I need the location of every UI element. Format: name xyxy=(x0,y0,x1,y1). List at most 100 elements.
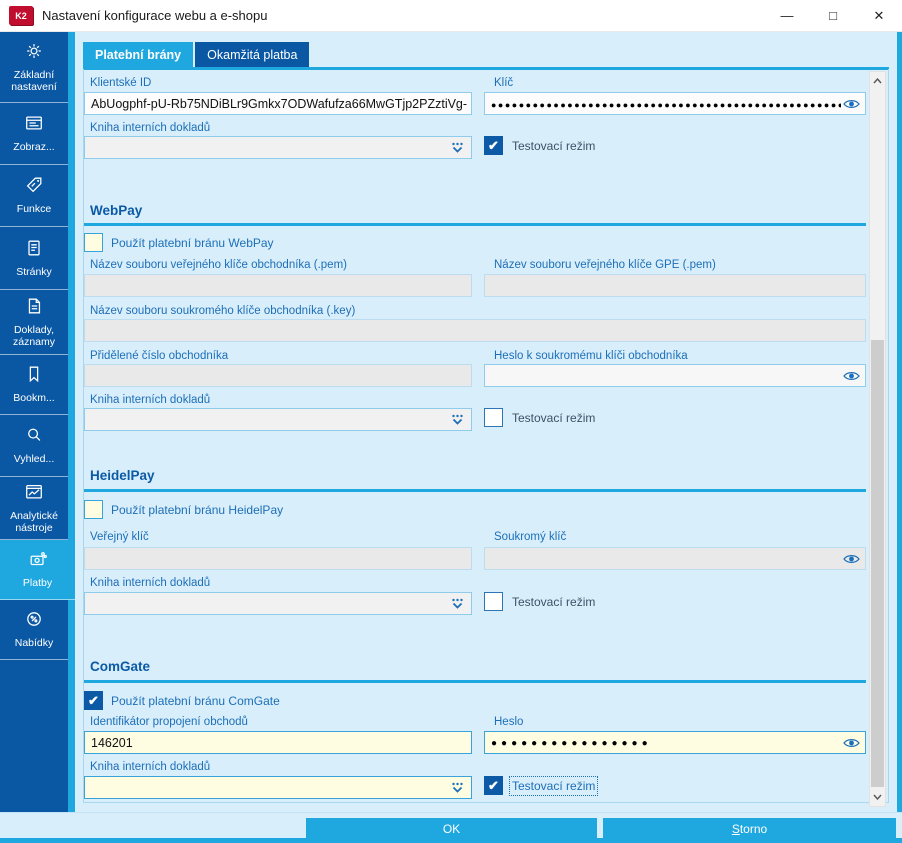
internal-book-dropdown[interactable] xyxy=(84,136,472,159)
webpay-test-mode-checkbox[interactable] xyxy=(484,408,503,427)
use-heidelpay-label: Použít platební bránu HeidelPay xyxy=(111,503,284,517)
sidebar-item-nabidky[interactable]: Nabídky xyxy=(0,600,75,660)
webpay-merchant-pem-label: Název souboru veřejného klíče obchodníka… xyxy=(90,259,347,271)
webpay-book-dropdown[interactable] xyxy=(84,408,472,431)
webpay-merchant-pem-input[interactable] xyxy=(84,274,472,297)
comgate-merchant-id-label: Identifikátor propojení obchodů xyxy=(90,716,248,728)
checkmark-icon: ✔ xyxy=(488,137,499,153)
eye-icon[interactable] xyxy=(843,553,860,564)
heidelpay-test-mode-label: Testovací režim xyxy=(512,595,596,609)
client-id-input[interactable]: AbUogphf-pU-Rb75NDiBLr9Gmkx7ODWafufza66M… xyxy=(84,92,472,115)
tab-label: Platební brány xyxy=(95,47,182,62)
offers-icon xyxy=(24,609,44,634)
heidelpay-public-key-input[interactable] xyxy=(84,547,472,570)
key-masked-value: ●●●●●●●●●●●●●●●●●●●●●●●●●●●●●●●●●●●●●●●●… xyxy=(491,99,841,110)
sidebar-item-doklady-zaznamy[interactable]: Doklady, záznamy xyxy=(0,290,75,355)
webpay-key-password-input[interactable] xyxy=(484,364,866,387)
tab-platebni-brany[interactable]: Platební brány xyxy=(83,42,194,67)
minimize-button[interactable]: — xyxy=(764,0,810,31)
close-button[interactable]: ✕ xyxy=(856,0,902,31)
heidelpay-section-header: HeidelPay xyxy=(90,468,155,483)
search-icon xyxy=(24,425,44,450)
dropdown-icon xyxy=(450,597,465,610)
heidelpay-book-label: Kniha interních dokladů xyxy=(90,577,211,589)
eye-icon[interactable] xyxy=(843,98,860,109)
sidebar-item-label: Analytické nástroje xyxy=(10,509,58,534)
document-icon xyxy=(24,296,44,321)
test-mode-checkbox[interactable]: ✔ xyxy=(484,136,503,155)
webpay-merchant-number-input[interactable] xyxy=(84,364,472,387)
sidebar-item-stranky[interactable]: Stránky xyxy=(0,227,75,290)
comgate-merchant-id-value: 146201 xyxy=(91,735,133,750)
comgate-test-mode-label: Testovací režim xyxy=(508,776,599,796)
comgate-merchant-id-input[interactable]: 146201 xyxy=(84,731,472,754)
checkmark-icon: ✔ xyxy=(88,692,99,708)
sidebar-item-label: Platby xyxy=(22,577,53,590)
dropdown-icon xyxy=(450,781,465,794)
comgate-password-label: Heslo xyxy=(494,716,524,728)
use-comgate-checkbox[interactable]: ✔ xyxy=(84,691,103,710)
comgate-password-input[interactable]: ●●●●●●●●●●●●●●●● xyxy=(484,731,866,754)
sidebar-item-analyticke-nastroje[interactable]: Analytické nástroje xyxy=(0,477,75,540)
heidelpay-section-rule xyxy=(84,489,866,492)
key-label: Klíč xyxy=(494,77,514,89)
maximize-icon: □ xyxy=(829,8,837,23)
tab-okamzita-platba[interactable]: Okamžitá platba xyxy=(195,42,310,67)
tab-label: Okamžitá platba xyxy=(207,47,298,62)
client-id-value: AbUogphf-pU-Rb75NDiBLr9Gmkx7ODWafufza66M… xyxy=(91,96,468,111)
key-input[interactable]: ●●●●●●●●●●●●●●●●●●●●●●●●●●●●●●●●●●●●●●●●… xyxy=(484,92,866,115)
comgate-section-header: ComGate xyxy=(90,659,151,674)
sidebar-item-zobrazeni[interactable]: Zobraz... xyxy=(0,103,75,165)
storno-button-accel: S xyxy=(731,822,740,836)
use-webpay-label: Použít platební bránu WebPay xyxy=(111,236,274,250)
ok-button-label: OK xyxy=(442,822,461,836)
sidebar-item-label: Vyhled... xyxy=(13,453,55,466)
sidebar-item-vyhledavani[interactable]: Vyhled... xyxy=(0,415,75,477)
webpay-merchant-key-input[interactable] xyxy=(84,319,866,342)
minimize-icon: — xyxy=(780,8,794,23)
heidelpay-book-dropdown[interactable] xyxy=(84,592,472,615)
heidelpay-test-mode-checkbox[interactable] xyxy=(484,592,503,611)
sidebar-item-zakladni-nastaveni[interactable]: Základní nastavení xyxy=(0,32,75,103)
bottom-accent-strip xyxy=(0,838,902,843)
heidelpay-private-key-label: Soukromý klíč xyxy=(494,531,567,543)
ok-button[interactable]: OK xyxy=(306,818,597,840)
scrollbar-thumb[interactable] xyxy=(871,340,884,787)
maximize-button[interactable]: □ xyxy=(810,0,856,31)
scroll-up-button[interactable] xyxy=(870,73,885,89)
webpay-key-password-label: Heslo k soukromému klíči obchodníka xyxy=(494,350,688,362)
use-webpay-checkbox[interactable] xyxy=(84,233,103,252)
eye-icon[interactable] xyxy=(843,737,860,748)
sidebar-item-platby[interactable]: Platby xyxy=(0,540,75,600)
sidebar-item-bookmarky[interactable]: Bookm... xyxy=(0,355,75,415)
right-accent-strip xyxy=(897,32,902,838)
sidebar-item-label: Bookm... xyxy=(13,392,55,405)
comgate-section-rule xyxy=(84,680,866,683)
heidelpay-private-key-input[interactable] xyxy=(484,547,866,570)
tab-underline xyxy=(83,67,889,70)
comgate-test-mode-checkbox[interactable]: ✔ xyxy=(484,776,503,795)
comgate-book-label: Kniha interních dokladů xyxy=(90,761,211,773)
use-heidelpay-checkbox[interactable] xyxy=(84,500,103,519)
tag-icon xyxy=(24,175,44,200)
sidebar-item-label: Stránky xyxy=(16,265,52,278)
test-mode-label: Testovací režim xyxy=(512,139,596,153)
webpay-gpe-pem-input[interactable] xyxy=(484,274,866,297)
sidebar-item-label: Zobraz... xyxy=(13,141,55,154)
webpay-book-label: Kniha interních dokladů xyxy=(90,394,211,406)
eye-icon[interactable] xyxy=(843,370,860,381)
client-id-label: Klientské ID xyxy=(90,77,152,89)
comgate-book-dropdown[interactable] xyxy=(84,776,472,799)
vertical-scrollbar[interactable] xyxy=(869,71,886,807)
sidebar-item-label: Funkce xyxy=(16,203,52,216)
gear-icon xyxy=(24,41,44,66)
scroll-down-button[interactable] xyxy=(870,789,885,805)
sidebar-item-funkce[interactable]: Funkce xyxy=(0,165,75,227)
webpay-gpe-pem-label: Název souboru veřejného klíče GPE (.pem) xyxy=(494,259,716,271)
display-icon xyxy=(24,113,44,138)
use-comgate-label: Použít platební bránu ComGate xyxy=(111,694,280,708)
window-controls: — □ ✕ xyxy=(764,0,902,31)
tabbar: Platební brány Okamžitá platba xyxy=(83,42,310,67)
